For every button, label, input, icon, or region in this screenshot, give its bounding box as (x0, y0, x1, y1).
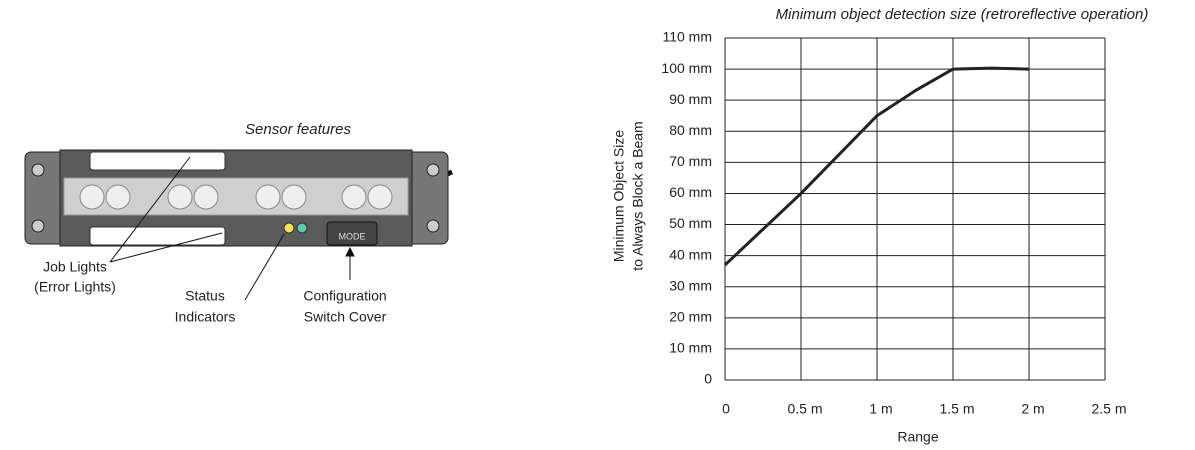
y-tick-label: 40 mm (669, 246, 712, 262)
led (79, 184, 105, 210)
diagram-title: Sensor features (245, 121, 351, 138)
y-tick-label: 90 mm (669, 91, 712, 107)
screw (426, 163, 440, 177)
y-tick-label: 70 mm (669, 153, 712, 169)
screws (31, 163, 440, 233)
y-tick-label: 80 mm (669, 122, 712, 138)
x-tick-label: 0 (722, 401, 730, 417)
sensor-drawing: MODE (24, 149, 453, 301)
job-light-bottom (89, 226, 226, 246)
job-light-top (89, 151, 226, 171)
x-tick-label: 0.5 m (787, 401, 822, 417)
y-axis-label: to Always Block a Beam (630, 121, 646, 270)
screw (31, 163, 45, 177)
chart-title: Minimum object detection size (retrorefl… (776, 6, 1149, 23)
x-tick-label: 2.5 m (1091, 401, 1126, 417)
led (281, 184, 307, 210)
job-lights-leader (109, 156, 223, 263)
callout-label: (Error Lights) (34, 279, 116, 295)
x-tick-label: 1 m (869, 401, 892, 417)
arrowhead (345, 246, 355, 257)
leds (79, 184, 393, 210)
y-tick-label: 20 mm (669, 309, 712, 325)
y-tick-label: 10 mm (669, 340, 712, 356)
switch-cover (326, 221, 378, 246)
callout-label: Configuration (303, 288, 386, 304)
status-led-yellow (283, 222, 295, 234)
y-tick-label: 110 mm (662, 29, 712, 45)
y-axis-label: Minimum Object Size (611, 130, 627, 262)
y-tick-label: 60 mm (669, 184, 712, 200)
led (255, 184, 281, 210)
led (167, 184, 193, 210)
x-axis-label: Range (897, 429, 938, 445)
y-tick-label: 0 (704, 371, 712, 387)
status-led-green (296, 222, 308, 234)
screw (426, 219, 440, 233)
y-tick-label: 100 mm (661, 60, 712, 76)
callout-label: Indicators (175, 309, 236, 325)
led (341, 184, 367, 210)
y-tick-label: 50 mm (669, 215, 712, 231)
callout-label: Status (185, 288, 225, 304)
callout-label: Switch Cover (304, 309, 387, 325)
status-leader (244, 233, 285, 301)
mode-label: MODE (339, 231, 366, 241)
led (105, 184, 131, 210)
data-line (723, 66, 1030, 267)
led (193, 184, 219, 210)
callouts (109, 156, 355, 301)
y-tick-label: 30 mm (669, 277, 712, 293)
led (367, 184, 393, 210)
screw (31, 219, 45, 233)
x-tick-label: 1.5 m (939, 401, 974, 417)
x-tick-label: 2 m (1021, 401, 1044, 417)
callout-label: Job Lights (43, 259, 107, 275)
